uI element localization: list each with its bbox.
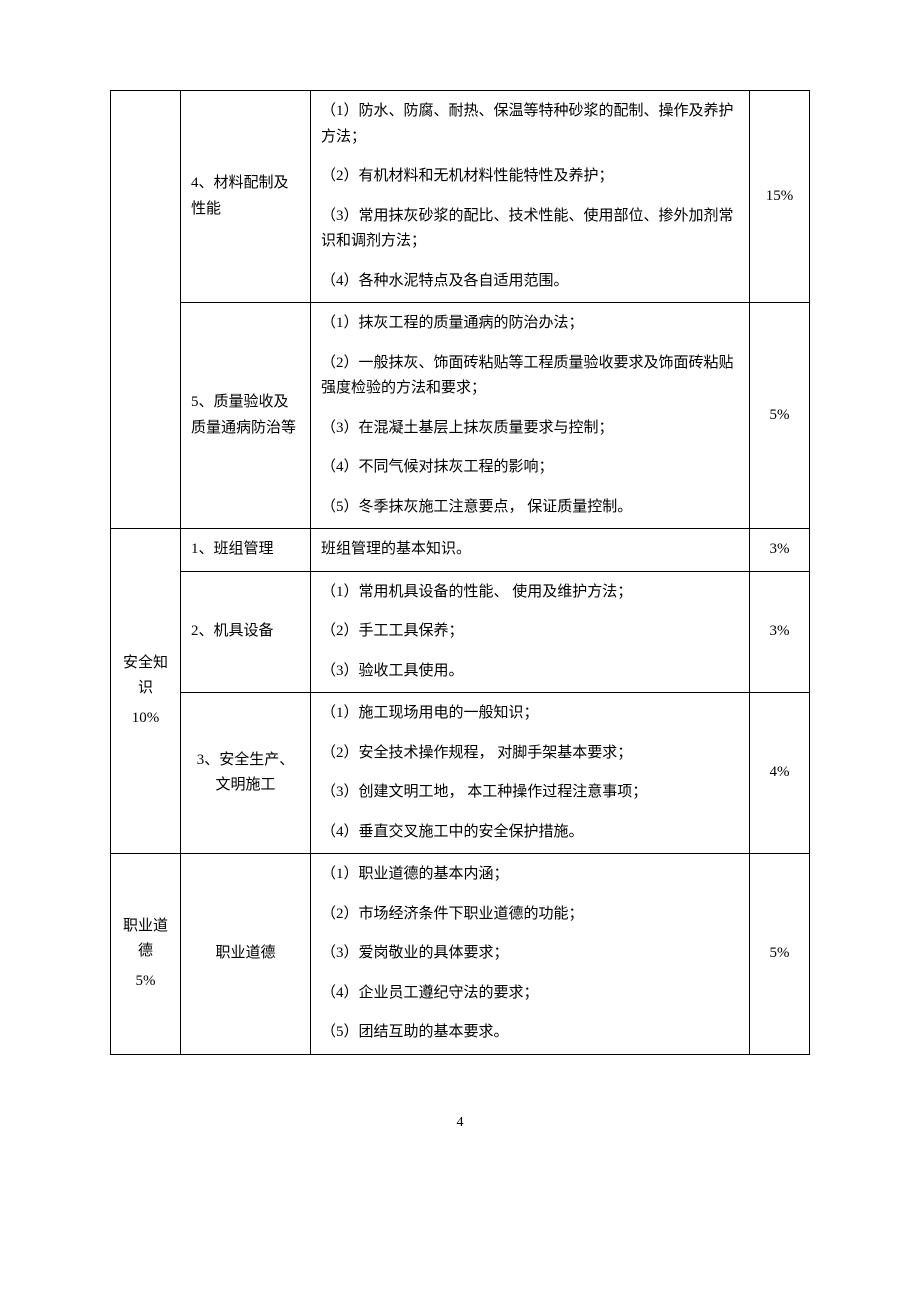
percent-cell: 3%: [750, 529, 810, 572]
percent-cell: 3%: [750, 571, 810, 693]
page-number: 4: [110, 1115, 810, 1131]
topic-cell: 2、机具设备: [181, 571, 311, 693]
item-text: （2）手工工具保养；: [321, 619, 739, 645]
category-label: 职业道德: [121, 914, 170, 965]
item-text: （2）市场经济条件下职业道德的功能；: [321, 902, 739, 928]
items-cell: （1）职业道德的基本内涵； （2）市场经济条件下职业道德的功能； （3）爱岗敬业的具…: [311, 854, 750, 1055]
items-cell: （1）抹灰工程的质量通病的防治办法； （2）一般抹灰、饰面砖粘贴等工程质量验收要求…: [311, 303, 750, 529]
percent-cell: 5%: [750, 854, 810, 1055]
item-text: （2）有机材料和无机材料性能特性及养护；: [321, 164, 739, 190]
item-text: （3）创建文明工地， 本工种操作过程注意事项；: [321, 780, 739, 806]
item-text: （1）职业道德的基本内涵；: [321, 862, 739, 888]
category-cell: [111, 91, 181, 529]
category-percent: 5%: [121, 969, 170, 995]
item-text: （5）团结互助的基本要求。: [321, 1020, 739, 1046]
items-cell: 班组管理的基本知识。: [311, 529, 750, 572]
item-text: （1）抹灰工程的质量通病的防治办法；: [321, 311, 739, 337]
percent-cell: 4%: [750, 693, 810, 854]
percent-cell: 15%: [750, 91, 810, 303]
item-text: （4）垂直交叉施工中的安全保护措施。: [321, 820, 739, 846]
item-text: （3）常用抹灰砂浆的配比、技术性能、使用部位、掺外加剂常识和调剂方法；: [321, 204, 739, 255]
category-cell: 安全知识 10%: [111, 529, 181, 854]
items-cell: （1）常用机具设备的性能、 使用及维护方法； （2）手工工具保养； （3）验收工具使…: [311, 571, 750, 693]
category-label: 安全知识: [121, 651, 170, 702]
item-text: （1）防水、防腐、耐热、保温等特种砂浆的配制、操作及养护方法；: [321, 99, 739, 150]
items-cell: （1）防水、防腐、耐热、保温等特种砂浆的配制、操作及养护方法； （2）有机材料和无…: [311, 91, 750, 303]
topic-cell: 职业道德: [181, 854, 311, 1055]
category-percent: 10%: [121, 706, 170, 732]
item-text: （3）爱岗敬业的具体要求；: [321, 941, 739, 967]
item-text: （2）安全技术操作规程， 对脚手架基本要求；: [321, 741, 739, 767]
item-text: （5）冬季抹灰施工注意要点， 保证质量控制。: [321, 495, 739, 521]
item-text: （4）各种水泥特点及各自适用范围。: [321, 269, 739, 295]
table-row: 2、机具设备 （1）常用机具设备的性能、 使用及维护方法； （2）手工工具保养； （3…: [111, 571, 810, 693]
table-row: 4、材料配制及性能（1）防水、防腐、耐热、保温等特种砂浆的配制、操作及养护方法；…: [111, 91, 810, 303]
table-row: 5、质量验收及质量通病防治等 （1）抹灰工程的质量通病的防治办法； （2）一般抹灰、…: [111, 303, 810, 529]
item-text: （3）在混凝土基层上抹灰质量要求与控制；: [321, 416, 739, 442]
item-text: （3）验收工具使用。: [321, 659, 739, 685]
topic-cell: 1、班组管理: [181, 529, 311, 572]
item-text: （2）一般抹灰、饰面砖粘贴等工程质量验收要求及饰面砖粘贴强度检验的方法和要求；: [321, 351, 739, 402]
table-row: 职业道德 5% 职业道德 （1）职业道德的基本内涵； （2）市场经济条件下职业道德的功能…: [111, 854, 810, 1055]
percent-cell: 5%: [750, 303, 810, 529]
table-row: 3、安全生产、文明施工 （1）施工现场用电的一般知识； （2）安全技术操作规程， 对…: [111, 693, 810, 854]
category-cell: 职业道德 5%: [111, 854, 181, 1055]
item-text: （1）常用机具设备的性能、 使用及维护方法；: [321, 580, 739, 606]
item-text: 班组管理的基本知识。: [321, 537, 739, 563]
table-row: 安全知识10%1、班组管理班组管理的基本知识。3%: [111, 529, 810, 572]
item-text: （4）企业员工遵纪守法的要求；: [321, 981, 739, 1007]
topic-cell: 3、安全生产、文明施工: [181, 693, 311, 854]
item-text: （1）施工现场用电的一般知识；: [321, 701, 739, 727]
items-cell: （1）施工现场用电的一般知识； （2）安全技术操作规程， 对脚手架基本要求； （3）…: [311, 693, 750, 854]
topic-cell: 5、质量验收及质量通病防治等: [181, 303, 311, 529]
topic-cell: 4、材料配制及性能: [181, 91, 311, 303]
item-text: （4）不同气候对抹灰工程的影响；: [321, 455, 739, 481]
syllabus-table: 4、材料配制及性能（1）防水、防腐、耐热、保温等特种砂浆的配制、操作及养护方法；…: [110, 90, 810, 1055]
